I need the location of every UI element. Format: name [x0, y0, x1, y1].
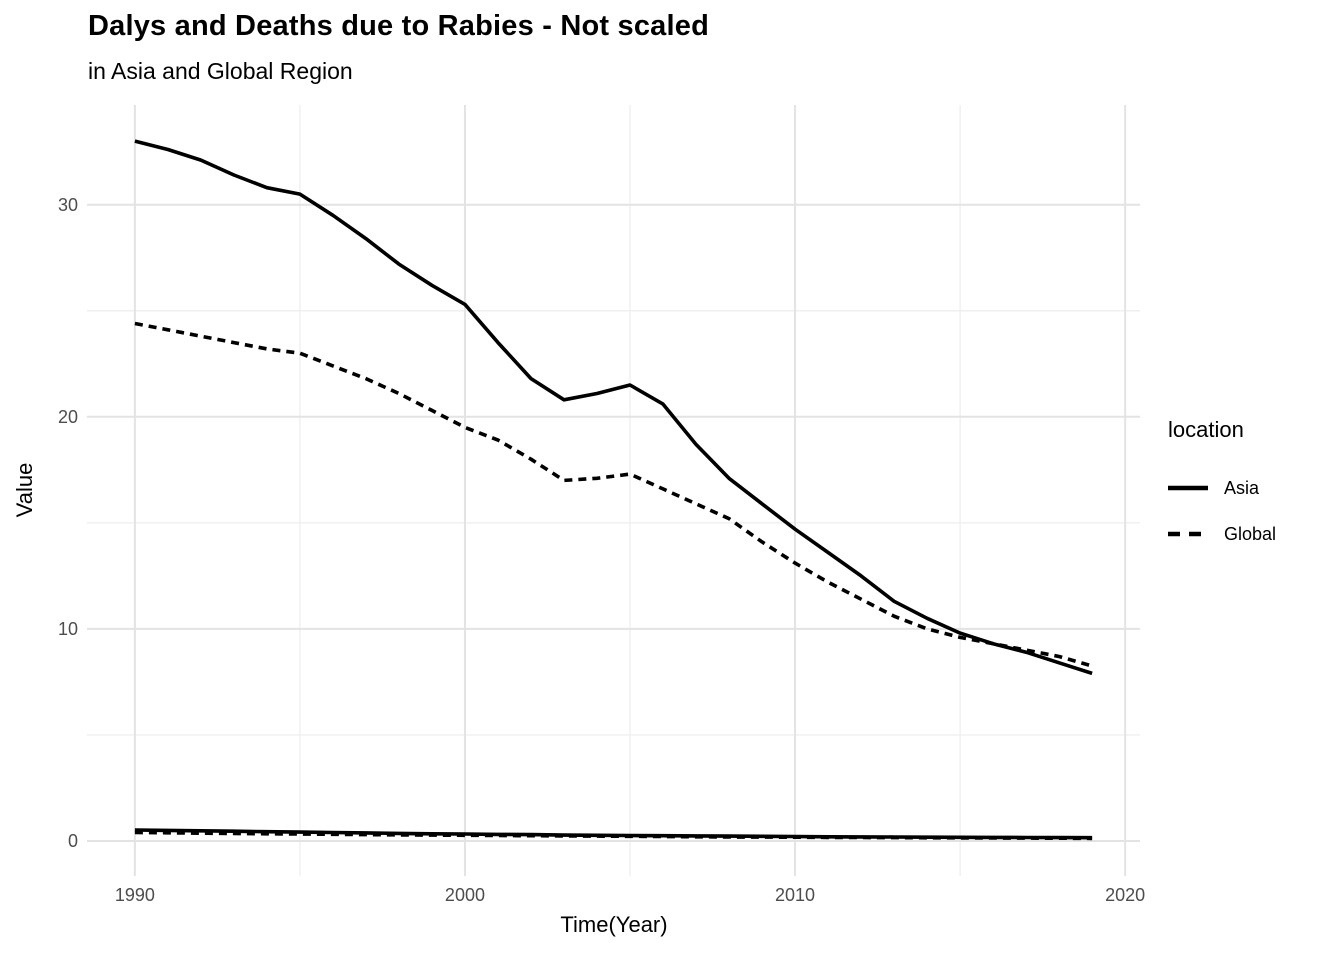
x-tick-label: 2000	[444, 885, 485, 905]
x-axis-title: Time(Year)	[560, 912, 668, 937]
x-tick-label: 1990	[114, 885, 155, 905]
legend-title: location	[1168, 417, 1244, 442]
y-tick-label: 0	[67, 831, 78, 851]
chart-title: Dalys and Deaths due to Rabies - Not sca…	[88, 10, 709, 42]
y-axis-title: Value	[12, 462, 37, 518]
x-tick-label: 2010	[775, 885, 816, 905]
legend-item-asia: Asia	[1168, 465, 1276, 511]
x-tick-label: 2020	[1105, 885, 1146, 905]
y-tick-label: 30	[57, 194, 78, 215]
chart-subtitle: in Asia and Global Region	[88, 58, 353, 84]
legend-label: Global	[1224, 523, 1277, 544]
legend-item-global: Global	[1168, 511, 1276, 557]
series-line-asia-dalys	[134, 139, 1093, 676]
legend-items: Asia Global	[1168, 465, 1276, 557]
global-linetype-swatch-icon	[1168, 531, 1208, 537]
asia-linetype-swatch-icon	[1168, 485, 1208, 491]
series-line-asia-deaths	[134, 828, 1093, 840]
legend: location Asia Global	[1168, 417, 1276, 557]
y-tick-label: 20	[57, 406, 78, 427]
legend-label: Asia	[1224, 477, 1260, 498]
series-line-global-dalys	[134, 321, 1093, 668]
y-tick-label: 10	[57, 618, 78, 639]
